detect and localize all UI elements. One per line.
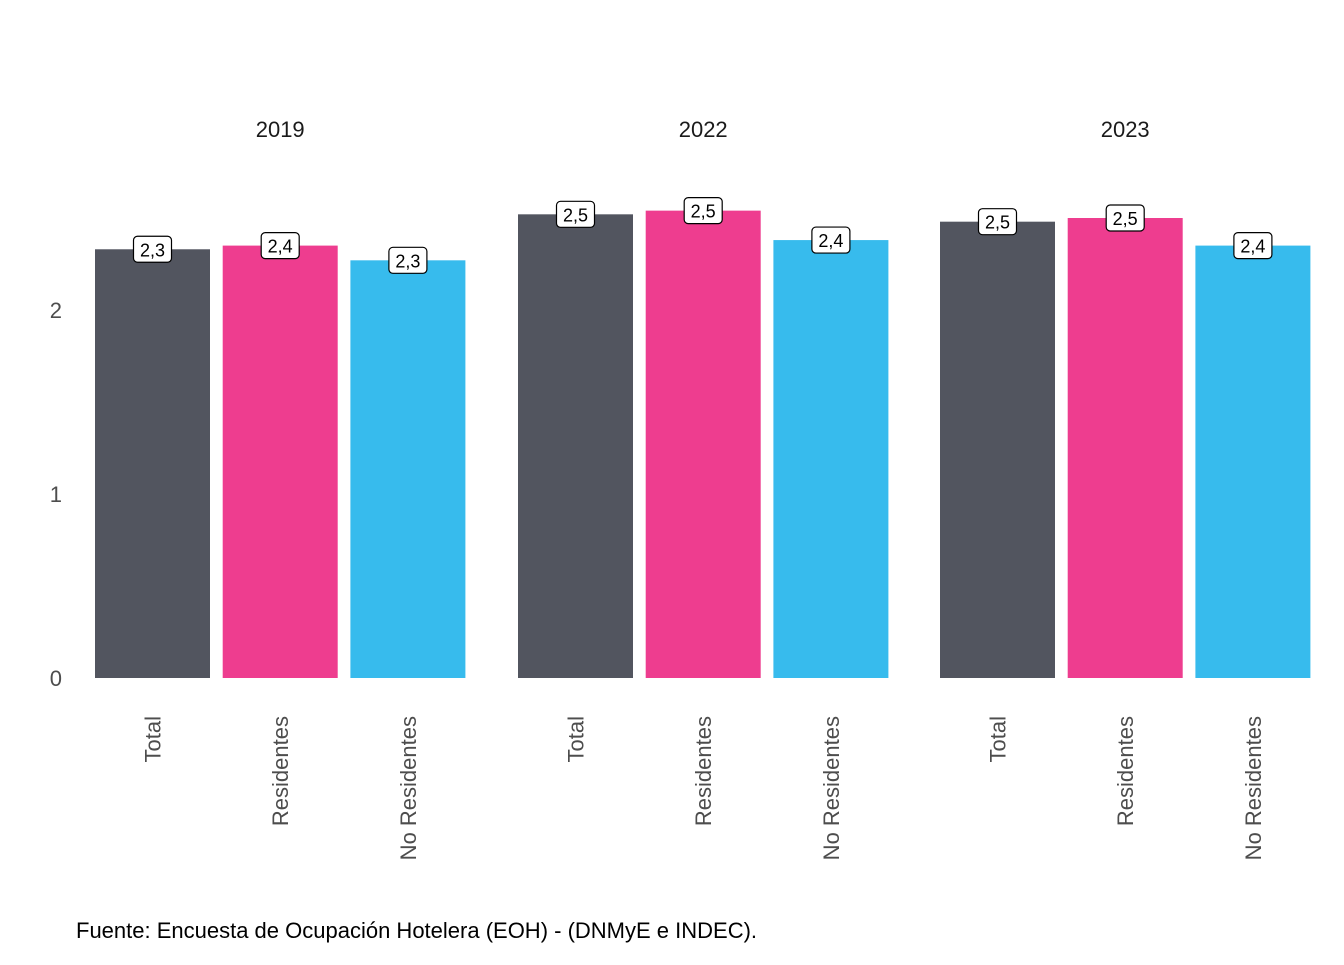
bar-2023-no-residentes xyxy=(1195,245,1311,678)
category-label: No Residentes xyxy=(396,716,421,860)
category-label: Total xyxy=(986,716,1011,762)
facet-label-2022: 2022 xyxy=(679,117,728,142)
data-label-box xyxy=(683,197,723,225)
data-label-box xyxy=(977,208,1018,236)
y-tick-label: 1 xyxy=(50,482,62,507)
category-label: Residentes xyxy=(1113,716,1138,826)
y-tick-label: 0 xyxy=(50,666,62,691)
bar-2019-no-residentes xyxy=(350,260,466,678)
data-label-box xyxy=(811,226,851,254)
category-label: Total xyxy=(564,716,589,762)
data-label: 2,5 xyxy=(1113,209,1138,229)
bar-2022-no-residentes xyxy=(773,240,889,678)
data-label: 2,5 xyxy=(985,213,1010,233)
data-label: 2,3 xyxy=(140,240,165,260)
category-label: No Residentes xyxy=(819,716,844,860)
category-label: Residentes xyxy=(268,716,293,826)
category-label: No Residentes xyxy=(1241,716,1266,860)
facet-label-2019: 2019 xyxy=(256,117,305,142)
source-note: Fuente: Encuesta de Ocupación Hotelera (… xyxy=(76,918,758,943)
category-label: Residentes xyxy=(691,716,716,826)
data-label-box xyxy=(555,200,596,228)
bar-2019-residentes xyxy=(222,245,338,678)
data-label: 2,5 xyxy=(691,202,716,222)
data-label-box xyxy=(1105,204,1145,232)
data-label: 2,3 xyxy=(395,251,420,271)
y-tick-label: 2 xyxy=(50,298,62,323)
facet-label-2023: 2023 xyxy=(1101,117,1150,142)
bar-2022-residentes xyxy=(645,210,761,678)
data-label: 2,4 xyxy=(818,231,843,251)
data-label-box xyxy=(1233,232,1273,260)
data-label: 2,5 xyxy=(563,205,588,225)
data-label-box xyxy=(132,235,173,263)
category-label: Total xyxy=(141,716,166,762)
data-label: 2,4 xyxy=(1240,237,1265,257)
data-label-box xyxy=(260,232,300,260)
bar-2019-total xyxy=(95,249,210,678)
data-label: 2,4 xyxy=(268,237,293,257)
bar-2022-total xyxy=(518,214,633,678)
bar-2023-total xyxy=(940,221,1055,678)
data-label-box xyxy=(388,246,428,274)
bar-2023-residentes xyxy=(1067,218,1183,678)
